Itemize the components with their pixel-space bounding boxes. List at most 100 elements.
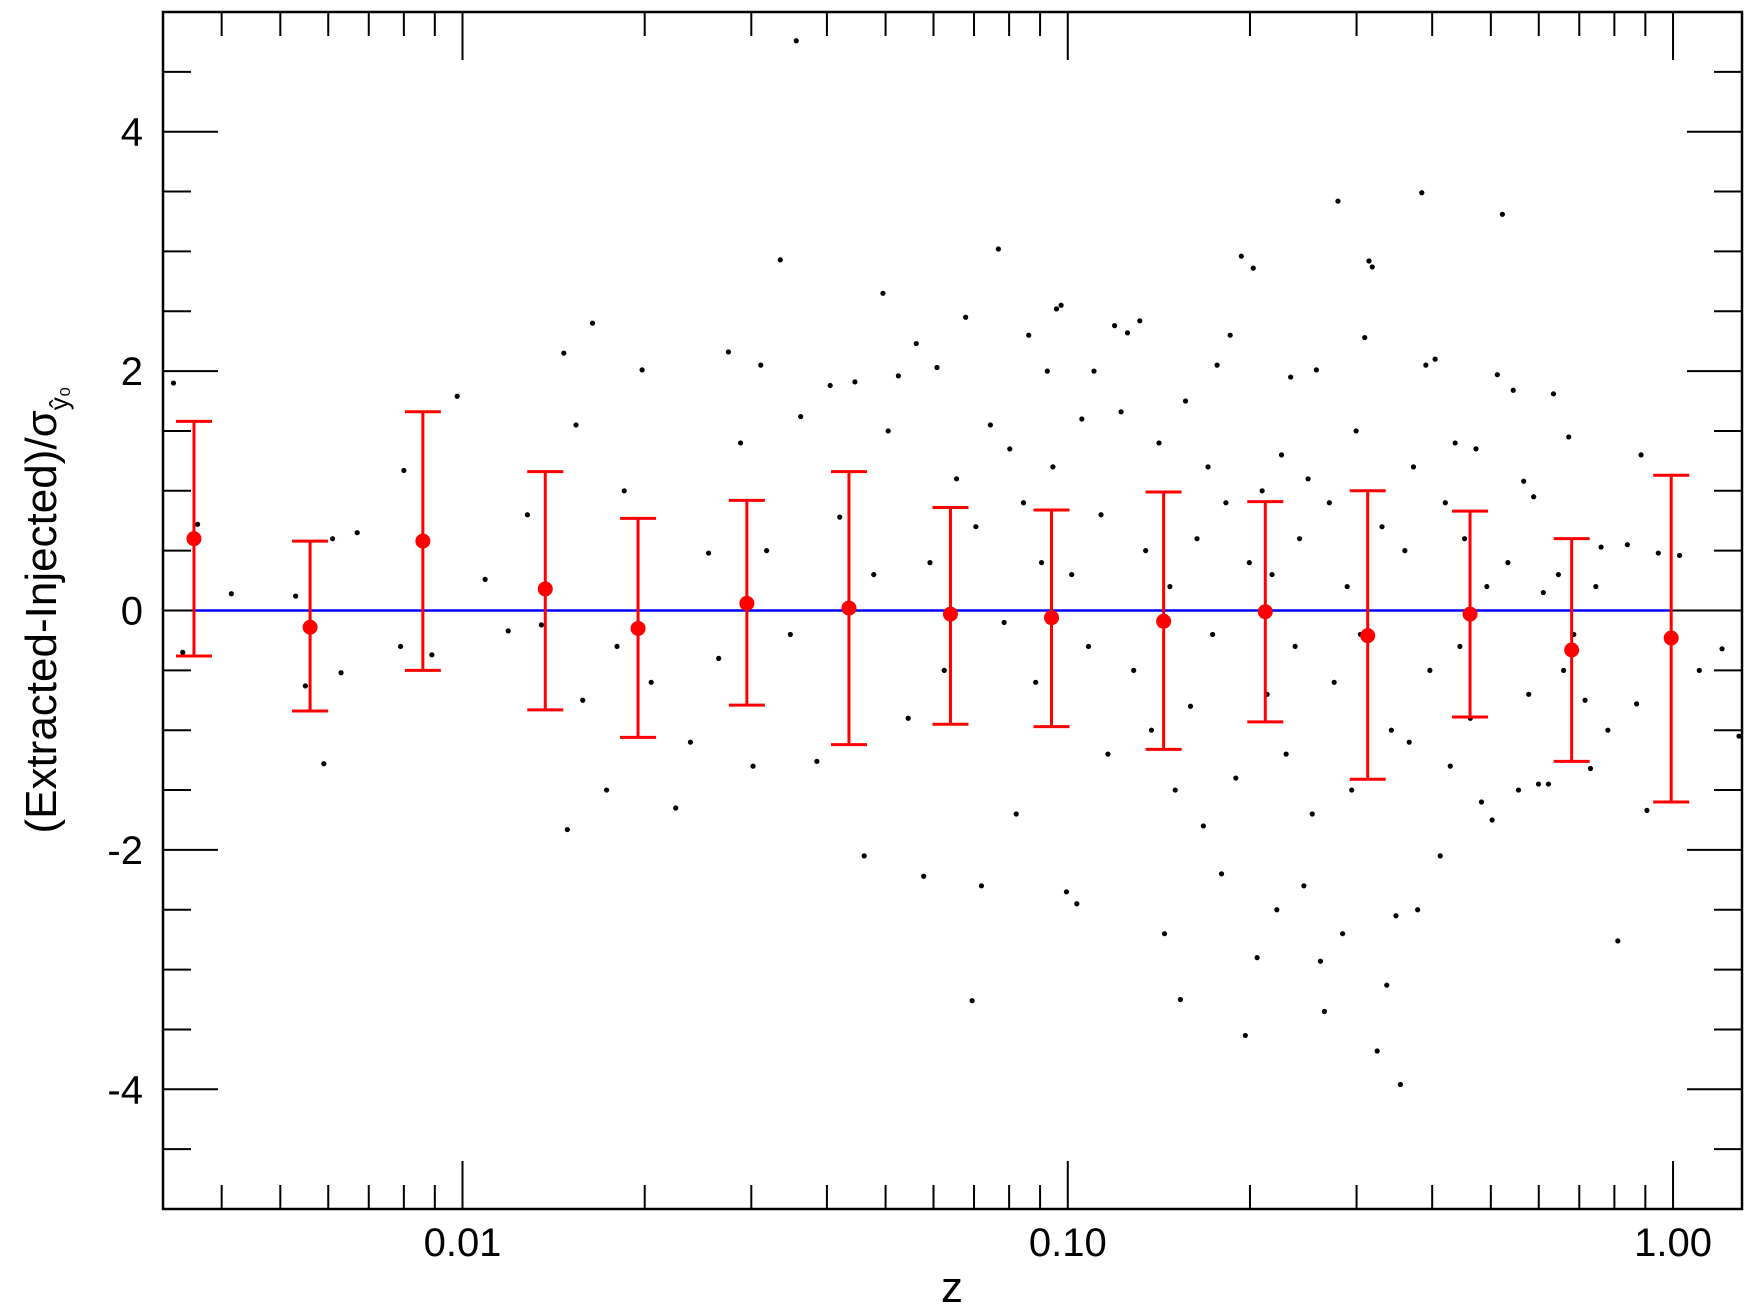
scatter-point	[1309, 811, 1315, 817]
mean-marker	[1462, 606, 1478, 622]
scatter-point	[1026, 332, 1032, 338]
scatter-point	[1473, 446, 1479, 452]
scatter-point	[1432, 356, 1438, 362]
scatter-point	[1545, 781, 1552, 787]
scatter-point	[524, 512, 531, 518]
scatter-point	[978, 883, 985, 889]
scatter-point	[1007, 446, 1013, 452]
scatter-point	[505, 628, 511, 634]
scatter-point	[1582, 697, 1588, 703]
scatter-point	[837, 514, 843, 520]
scatter-point	[871, 571, 877, 578]
scatter-point	[1331, 679, 1337, 685]
scatter-point	[170, 380, 177, 386]
scatter-point	[1098, 512, 1104, 518]
scatter-point	[1736, 733, 1742, 739]
scatter-point	[969, 998, 975, 1004]
scatter-point	[228, 591, 234, 597]
scatter-point	[454, 393, 460, 399]
scatter-point	[429, 652, 435, 658]
scatter-point	[1259, 488, 1265, 494]
scatter-point	[1676, 552, 1683, 559]
scatter-point	[852, 379, 858, 385]
scatter-point	[1124, 330, 1131, 336]
scatter-point	[1587, 765, 1594, 772]
scatter-point	[1177, 996, 1184, 1003]
scatter-point	[580, 697, 586, 703]
scatter-point	[1278, 452, 1285, 458]
scatter-point	[354, 530, 360, 536]
scatter-point	[1131, 667, 1137, 673]
scatter-point	[1058, 302, 1064, 308]
scatter-point	[1148, 727, 1155, 733]
y-axis-title-subscript: ŷ₀	[44, 386, 74, 410]
x-tick-label: 1.00	[1634, 1221, 1712, 1265]
scatter-point	[1250, 265, 1256, 271]
y-tick-label: 2	[121, 350, 143, 394]
scatter-point	[750, 763, 756, 769]
binned-means	[175, 410, 1690, 804]
scatter-point	[1063, 889, 1070, 895]
scatter-point	[1719, 646, 1725, 652]
mean-marker	[739, 595, 755, 611]
scatter-point	[338, 670, 344, 676]
scatter-point	[1335, 198, 1341, 204]
scatter-point	[1521, 478, 1527, 484]
scatter-point	[1484, 583, 1490, 590]
scatter-point	[1550, 391, 1557, 397]
scatter-point	[1112, 323, 1118, 329]
scatter-point	[401, 467, 407, 474]
scatter-point	[716, 655, 722, 661]
scatter-point	[895, 373, 901, 379]
scatter-point	[687, 739, 694, 745]
scatter-point	[1384, 982, 1390, 988]
scatter-point	[1069, 571, 1075, 578]
scatter-point	[1457, 643, 1463, 650]
scatter-point	[1013, 811, 1019, 817]
scatter-point	[1246, 560, 1252, 566]
scatter-point	[1242, 1032, 1248, 1039]
scatter-point	[1598, 544, 1604, 550]
scatter-point	[1233, 775, 1239, 781]
scatter-point	[1033, 679, 1039, 685]
scatter-point	[1447, 763, 1453, 769]
scatter-point	[1301, 883, 1307, 889]
scatter-point	[793, 38, 799, 44]
scatter-point	[1410, 464, 1417, 470]
scatter-point	[1200, 823, 1206, 829]
scatter-point	[737, 440, 744, 446]
scatter-point	[648, 679, 654, 685]
scatter-point	[1402, 548, 1408, 554]
scatter-point	[987, 422, 993, 428]
scatter-point	[1644, 807, 1650, 813]
scatter-point	[1238, 253, 1244, 259]
scatter-point	[1499, 211, 1506, 217]
scatter-point	[963, 314, 969, 320]
scatter-point	[885, 428, 891, 434]
x-tick-label: 0.10	[1029, 1221, 1107, 1265]
scatter-point	[1494, 372, 1500, 378]
scatter-point	[1442, 500, 1448, 506]
scatter-point	[1001, 619, 1007, 626]
scatter-point	[1638, 452, 1644, 458]
mean-marker	[1156, 613, 1172, 629]
scatter-point	[725, 349, 732, 355]
scatter-point	[913, 340, 919, 347]
scatter-point	[1461, 536, 1468, 542]
scatter-point	[180, 649, 186, 655]
scatter-point	[1210, 631, 1216, 638]
scatter-point	[1344, 583, 1350, 590]
scatter-point	[1194, 536, 1200, 542]
y-axis-title-main: (Extracted-Injected)/σ	[17, 410, 66, 833]
scatter-point	[1615, 938, 1621, 944]
mean-marker	[630, 620, 646, 636]
scatter-point	[1156, 440, 1162, 446]
scatter-point	[1053, 306, 1060, 312]
tick-labels: 0.01 0.10 1.00 4 2 0 -2 -4	[107, 111, 1712, 1265]
scatter-point	[564, 826, 570, 833]
scatter-point	[1326, 500, 1332, 506]
mean-marker	[537, 581, 553, 597]
scatter-point	[764, 548, 770, 554]
scatter-point	[1137, 318, 1143, 324]
